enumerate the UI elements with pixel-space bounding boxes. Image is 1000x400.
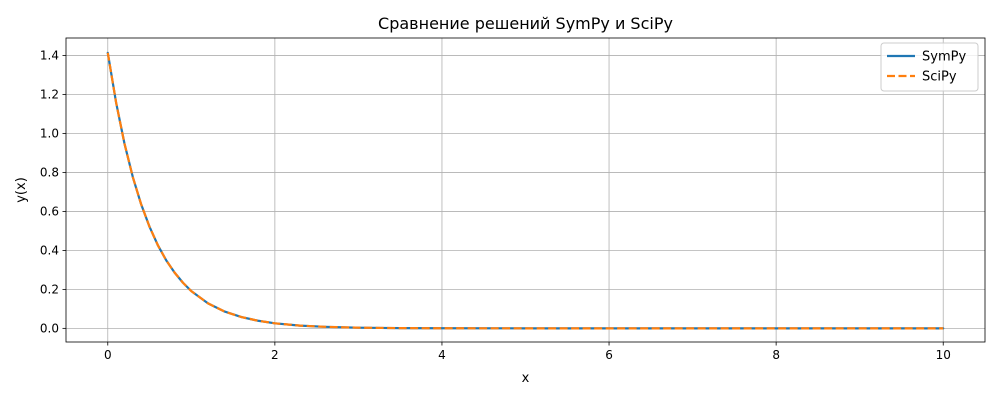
- x-tick-label: 10: [936, 348, 951, 362]
- x-tick-label: 0: [104, 348, 112, 362]
- x-tick-label: 6: [605, 348, 613, 362]
- y-tick-label: 0.8: [40, 165, 59, 179]
- y-tick-label: 1.4: [40, 49, 59, 63]
- x-axis-title: x: [522, 371, 530, 386]
- y-tick-label: 1.2: [40, 88, 59, 102]
- x-tick-label: 8: [772, 348, 780, 362]
- plot-area-frame: [65, 37, 986, 343]
- x-tick-label: 2: [271, 348, 279, 362]
- y-axis-title: y(x): [14, 177, 29, 203]
- legend: SymPy SciPy: [880, 42, 979, 92]
- legend-label-scipy: SciPy: [922, 70, 957, 85]
- series-line-scipy: [106, 52, 944, 330]
- y-tick-label: 0.4: [40, 243, 59, 257]
- y-tick-label: 0.0: [40, 321, 59, 335]
- grid-lines: [66, 38, 985, 342]
- x-tick-label: 4: [438, 348, 446, 362]
- legend-label-sympy: SymPy: [922, 50, 966, 65]
- axis-ticks: 0 2 4 6 8 10 0.0 0.2 0.4 0.6 0.8 1.0 1.2 1.4: [40, 49, 951, 362]
- y-tick-label: 1.0: [40, 126, 59, 140]
- y-tick-label: 0.6: [40, 204, 59, 218]
- series-lines: [106, 51, 945, 330]
- y-tick-label: 0.2: [40, 282, 59, 296]
- chart-title: Сравнение решений SymPy и SciPy: [378, 14, 673, 33]
